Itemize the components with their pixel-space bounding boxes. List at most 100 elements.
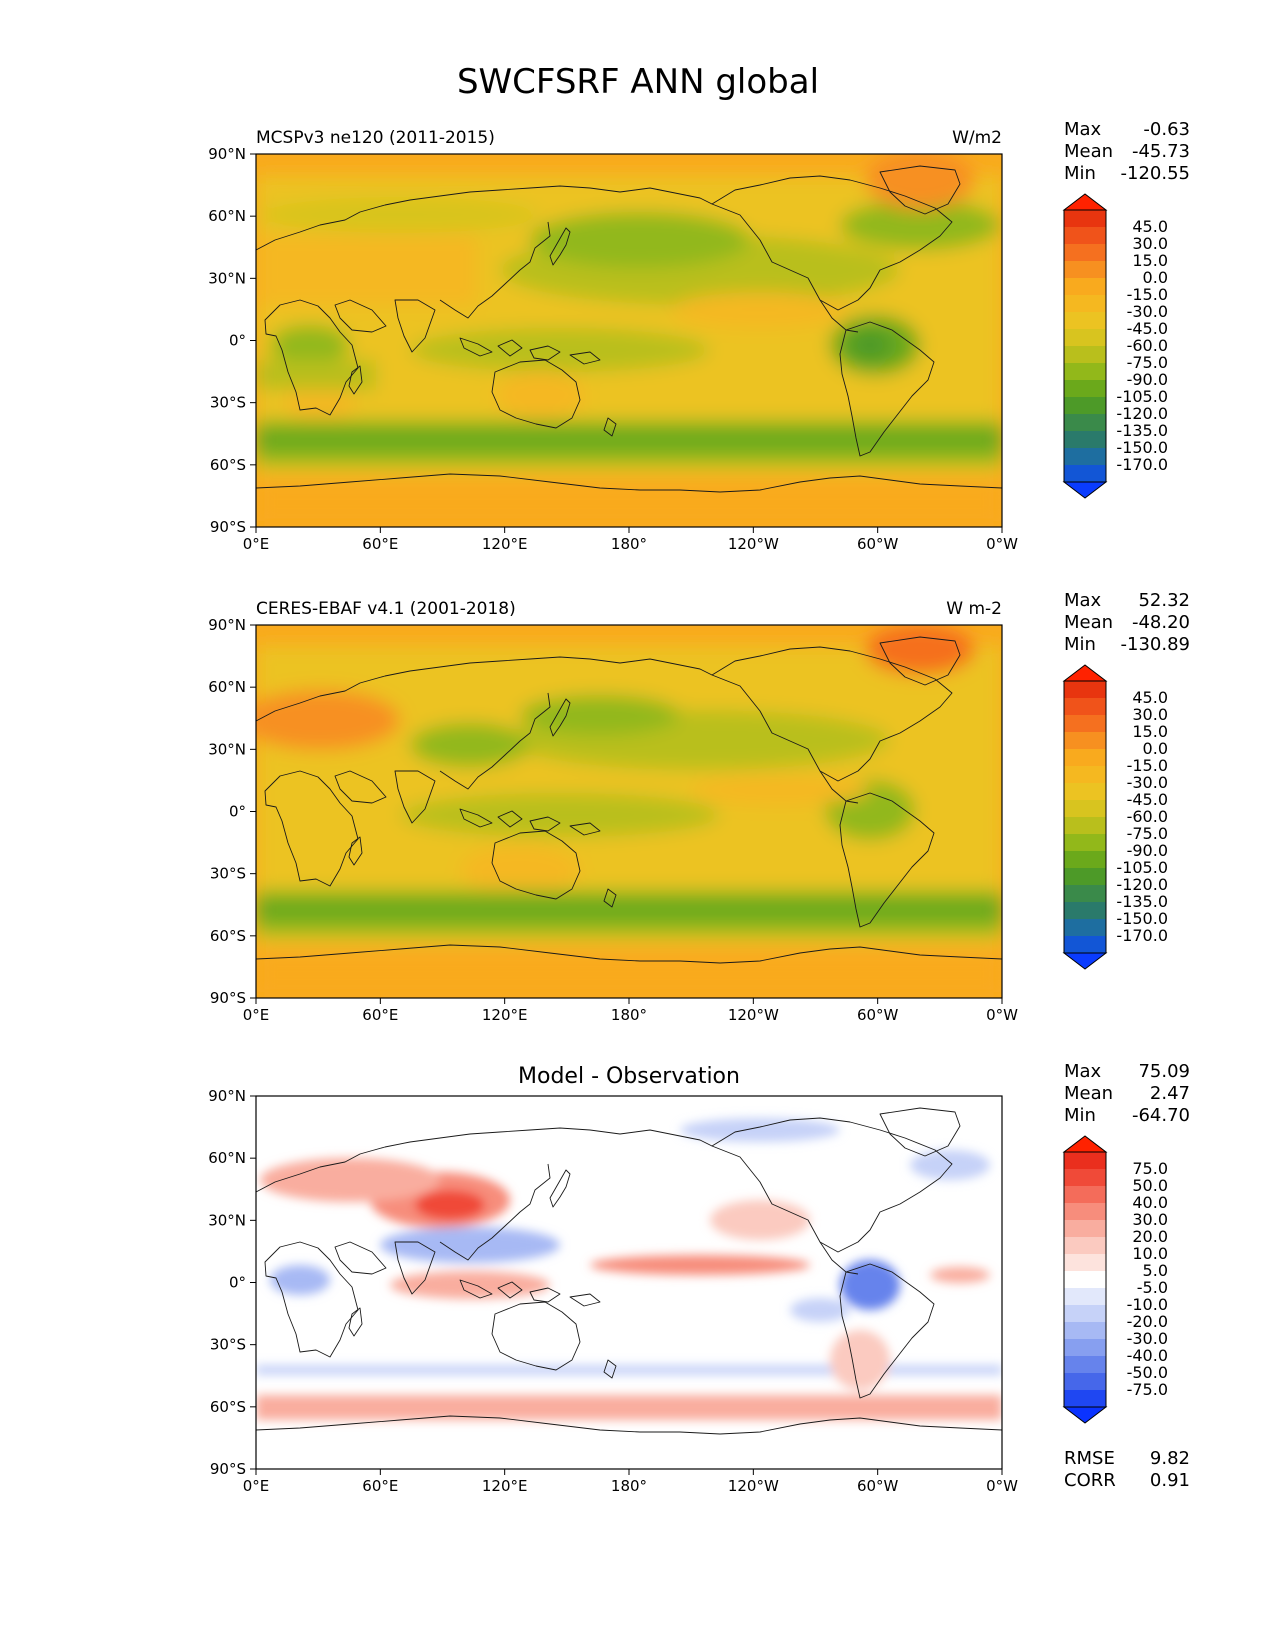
colorbar-label: -30.0 — [1127, 302, 1168, 321]
stat-value: 0.91 — [1150, 1470, 1190, 1491]
stat-label: RMSE — [1064, 1448, 1115, 1469]
lon-tick-label: 0°W — [986, 535, 1018, 553]
lon-tick-label: 180° — [611, 1006, 647, 1024]
colorbar-label: -75.0 — [1127, 1380, 1168, 1399]
lat-tick-label: 30°S — [210, 1336, 246, 1354]
stat-label: Mean — [1064, 141, 1113, 162]
stat-label: Mean — [1064, 1083, 1113, 1104]
stat-value: -0.63 — [1143, 119, 1190, 140]
colorbar-segment — [1064, 681, 1106, 699]
colorbar-segment — [1064, 397, 1106, 415]
colorbar-label: 15.0 — [1132, 722, 1168, 741]
panel-left-title: CERES-EBAF v4.1 (2001-2018) — [256, 599, 516, 619]
colorbar-label: -45.0 — [1127, 790, 1168, 809]
stat-label: Max — [1064, 119, 1102, 140]
lon-tick-label: 60°W — [857, 1477, 899, 1495]
stat-label: Min — [1064, 634, 1096, 655]
colorbar-label: 75.0 — [1132, 1159, 1168, 1178]
stat-label: Mean — [1064, 612, 1113, 633]
stat-value: -64.70 — [1132, 1105, 1190, 1126]
colorbar-segment — [1064, 1356, 1106, 1374]
colorbar-frame — [1063, 209, 1107, 483]
colorbar-segment — [1064, 278, 1106, 296]
lon-tick-label: 0°W — [986, 1477, 1018, 1495]
colorbar-segment — [1064, 244, 1106, 262]
colorbar-segment — [1064, 766, 1106, 784]
colorbar-label: 45.0 — [1132, 688, 1168, 707]
colorbar-segment — [1064, 1390, 1106, 1408]
lon-tick-label: 60°W — [857, 1006, 899, 1024]
colorbar-label: -20.0 — [1127, 1312, 1168, 1331]
colorbar-segment — [1064, 312, 1106, 330]
colorbar-label: -15.0 — [1127, 756, 1168, 775]
colorbar-label: 10.0 — [1132, 1244, 1168, 1263]
colorbar-frame — [1063, 1151, 1107, 1408]
stats-block: Max 52.32 Mean -48.20 Min -130.89 — [1064, 590, 1190, 655]
lat-tick-label: 90°S — [210, 1460, 246, 1478]
panel-units: W m-2 — [946, 599, 1002, 619]
colorbar-segment — [1064, 261, 1106, 279]
colorbar-segment — [1064, 800, 1106, 818]
colorbar-segment — [1064, 749, 1106, 767]
colorbar-segment — [1064, 329, 1106, 347]
lat-tick-label: 0° — [229, 803, 246, 821]
colorbar-label: -15.0 — [1127, 285, 1168, 304]
colorbar-segment — [1064, 363, 1106, 381]
colorbar-top-extension — [1062, 193, 1108, 211]
colorbar: 75.050.040.030.020.010.05.0-5.0-10.0-20.… — [1062, 1135, 1168, 1424]
colorbar-segment — [1064, 1305, 1106, 1323]
colorbar-segment — [1064, 851, 1106, 869]
colorbar-segment — [1064, 1220, 1106, 1238]
lon-tick-label: 60°E — [362, 1006, 398, 1024]
colorbar-label: 0.0 — [1143, 739, 1168, 758]
figure-title: SWCFSRF ANN global — [457, 62, 819, 102]
colorbar-label: -30.0 — [1127, 1329, 1168, 1348]
stat-label: CORR — [1064, 1470, 1116, 1491]
lon-tick-label: 0°E — [243, 1006, 270, 1024]
stat-label: Max — [1064, 590, 1102, 611]
colorbar-label: 45.0 — [1132, 217, 1168, 236]
stat-label: Min — [1064, 163, 1096, 184]
stats-block: Max 75.09 Mean 2.47 Min -64.70 — [1064, 1061, 1190, 1126]
colorbar-label: 30.0 — [1132, 705, 1168, 724]
colorbar-segment — [1064, 465, 1106, 483]
colorbar-segment — [1064, 783, 1106, 801]
lat-tick-label: 60°S — [210, 456, 246, 474]
colorbar-segment — [1064, 885, 1106, 903]
colorbar-segment — [1064, 834, 1106, 852]
lat-tick-label: 30°N — [208, 740, 246, 758]
colorbar-label: -30.0 — [1127, 773, 1168, 792]
lat-axis: 90°N 60°N 30°N 0° 30°S 60°S 90°S — [208, 1087, 256, 1478]
colorbar-label: -90.0 — [1127, 370, 1168, 389]
colorbar-segment — [1064, 1186, 1106, 1204]
lat-tick-label: 90°N — [208, 145, 246, 163]
panel-observation: CERES-EBAF v4.1 (2001-2018) W m-2 90°N 60… — [208, 590, 1190, 1024]
colorbar-label: 50.0 — [1132, 1176, 1168, 1195]
lat-tick-label: 60°N — [208, 207, 246, 225]
colorbar-label: -105.0 — [1116, 858, 1168, 877]
colorbar-top-extension — [1062, 664, 1108, 682]
lat-tick-label: 30°N — [208, 269, 246, 287]
colorbar-label: 15.0 — [1132, 251, 1168, 270]
stat-value: 75.09 — [1138, 1061, 1190, 1082]
lon-tick-label: 120°W — [728, 1477, 779, 1495]
stat-value: 9.82 — [1150, 1448, 1190, 1469]
colorbar-segment — [1064, 1271, 1106, 1289]
panel-difference: Model - Observation 90°N 60°N 30°N 0° 30°S 60… — [208, 1061, 1190, 1495]
stat-label: Min — [1064, 1105, 1096, 1126]
colorbar-segment — [1064, 1152, 1106, 1170]
lon-tick-label: 60°W — [857, 535, 899, 553]
colorbar: 45.030.015.00.0-15.0-30.0-45.0-60.0-75.0… — [1062, 193, 1168, 499]
colorbar-segment — [1064, 1254, 1106, 1272]
colorbar-label: 30.0 — [1132, 234, 1168, 253]
colorbar-segment — [1064, 1373, 1106, 1391]
colorbar-label: -105.0 — [1116, 387, 1168, 406]
colorbar-label: -75.0 — [1127, 824, 1168, 843]
lon-tick-label: 120°W — [728, 535, 779, 553]
colorbar-segment — [1064, 732, 1106, 750]
lon-tick-label: 60°E — [362, 1477, 398, 1495]
lat-tick-label: 60°S — [210, 927, 246, 945]
colorbar-segment — [1064, 1322, 1106, 1340]
colorbar-label: 30.0 — [1132, 1210, 1168, 1229]
lat-tick-label: 90°N — [208, 616, 246, 634]
